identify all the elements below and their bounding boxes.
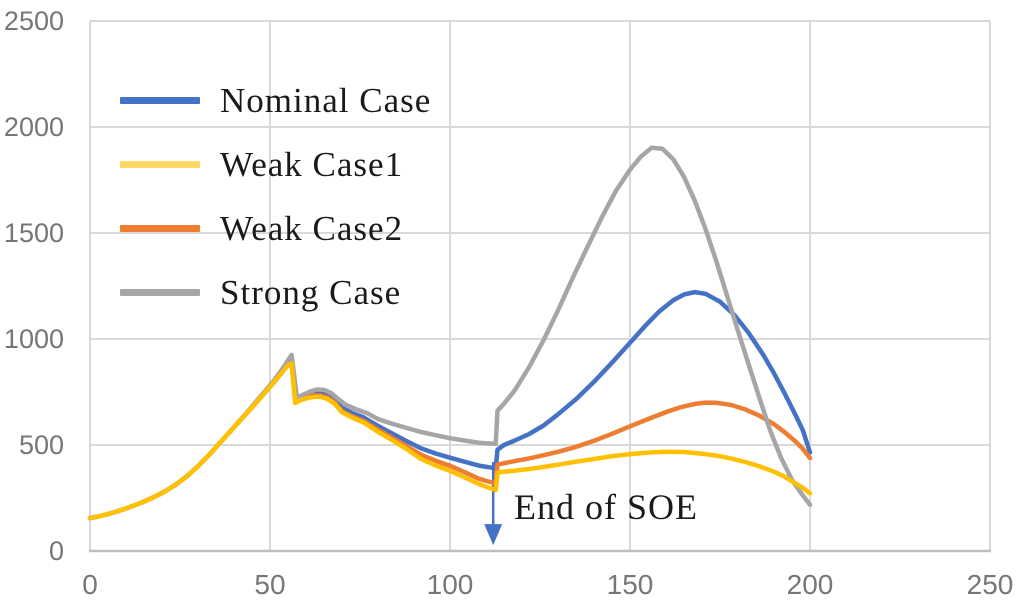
svg-text:2000: 2000	[4, 112, 64, 142]
legend-item-strong-case: Strong Case	[120, 260, 431, 324]
end-of-soe-annotation: End of SOE	[514, 487, 698, 527]
svg-text:2500: 2500	[4, 6, 64, 36]
svg-text:1000: 1000	[4, 324, 64, 354]
legend-item-weak-case1: Weak Case1	[120, 132, 431, 196]
legend-label: Weak Case2	[220, 208, 404, 248]
svg-text:100: 100	[427, 569, 474, 600]
svg-text:200: 200	[787, 569, 834, 600]
svg-text:1500: 1500	[4, 218, 64, 248]
chart-legend: Nominal Case Weak Case1 Weak Case2 Stron…	[120, 68, 431, 324]
legend-swatch-strong-case	[120, 288, 200, 296]
legend-swatch-weak-case1	[120, 160, 200, 168]
svg-text:0: 0	[82, 569, 98, 600]
legend-swatch-nominal-case	[120, 96, 200, 104]
svg-text:500: 500	[19, 430, 64, 460]
svg-text:0: 0	[49, 536, 64, 566]
legend-item-weak-case2: Weak Case2	[120, 196, 431, 260]
legend-label: Strong Case	[220, 272, 402, 312]
svg-text:250: 250	[967, 569, 1014, 600]
svg-text:50: 50	[254, 569, 285, 600]
legend-label: Nominal Case	[220, 80, 432, 120]
svg-text:150: 150	[607, 569, 654, 600]
legend-item-nominal-case: Nominal Case	[120, 68, 431, 132]
legend-swatch-weak-case2	[120, 224, 200, 232]
legend-label: Weak Case1	[220, 144, 404, 184]
